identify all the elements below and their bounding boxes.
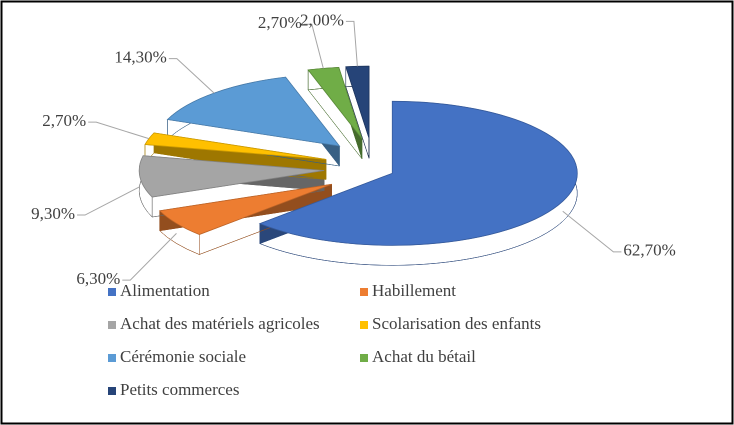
- legend-swatch: [108, 387, 116, 395]
- legend-label: Achat des matériels agricoles: [120, 314, 320, 333]
- legend-label: Alimentation: [120, 281, 210, 300]
- slice-side: [159, 183, 332, 255]
- legend-swatch: [360, 288, 368, 296]
- data-label: 6,30%: [76, 269, 120, 288]
- slice: [144, 132, 327, 160]
- slice: [158, 183, 332, 235]
- leader-line: [562, 210, 622, 253]
- slice: [166, 76, 341, 147]
- slice: [138, 155, 325, 198]
- data-label: 9,30%: [31, 204, 75, 223]
- legend-swatch: [108, 354, 116, 362]
- legend-label: Achat du bétail: [372, 347, 476, 366]
- legend-swatch: [108, 321, 116, 329]
- leader-line: [88, 121, 150, 140]
- slice: [345, 65, 370, 139]
- legend-label: Petits commerces: [120, 380, 239, 399]
- legend-label: Cérémonie sociale: [120, 347, 246, 366]
- legend-swatch: [360, 321, 368, 329]
- legend-label: Habillement: [372, 281, 456, 300]
- leader-line: [303, 23, 324, 69]
- leader-line: [122, 233, 177, 281]
- legend-swatch: [108, 288, 116, 296]
- data-label: 2,70%: [42, 111, 86, 130]
- data-label: 14,30%: [114, 48, 166, 67]
- leader-line: [345, 20, 358, 67]
- slice: [258, 100, 578, 246]
- data-label: 2,70%: [258, 13, 302, 32]
- data-label: 2,00%: [300, 10, 344, 29]
- legend-swatch: [360, 354, 368, 362]
- data-label: 62,70%: [623, 241, 675, 260]
- leader-line: [168, 58, 215, 94]
- leader-line: [77, 186, 141, 216]
- legend-label: Scolarisation des enfants: [372, 314, 541, 333]
